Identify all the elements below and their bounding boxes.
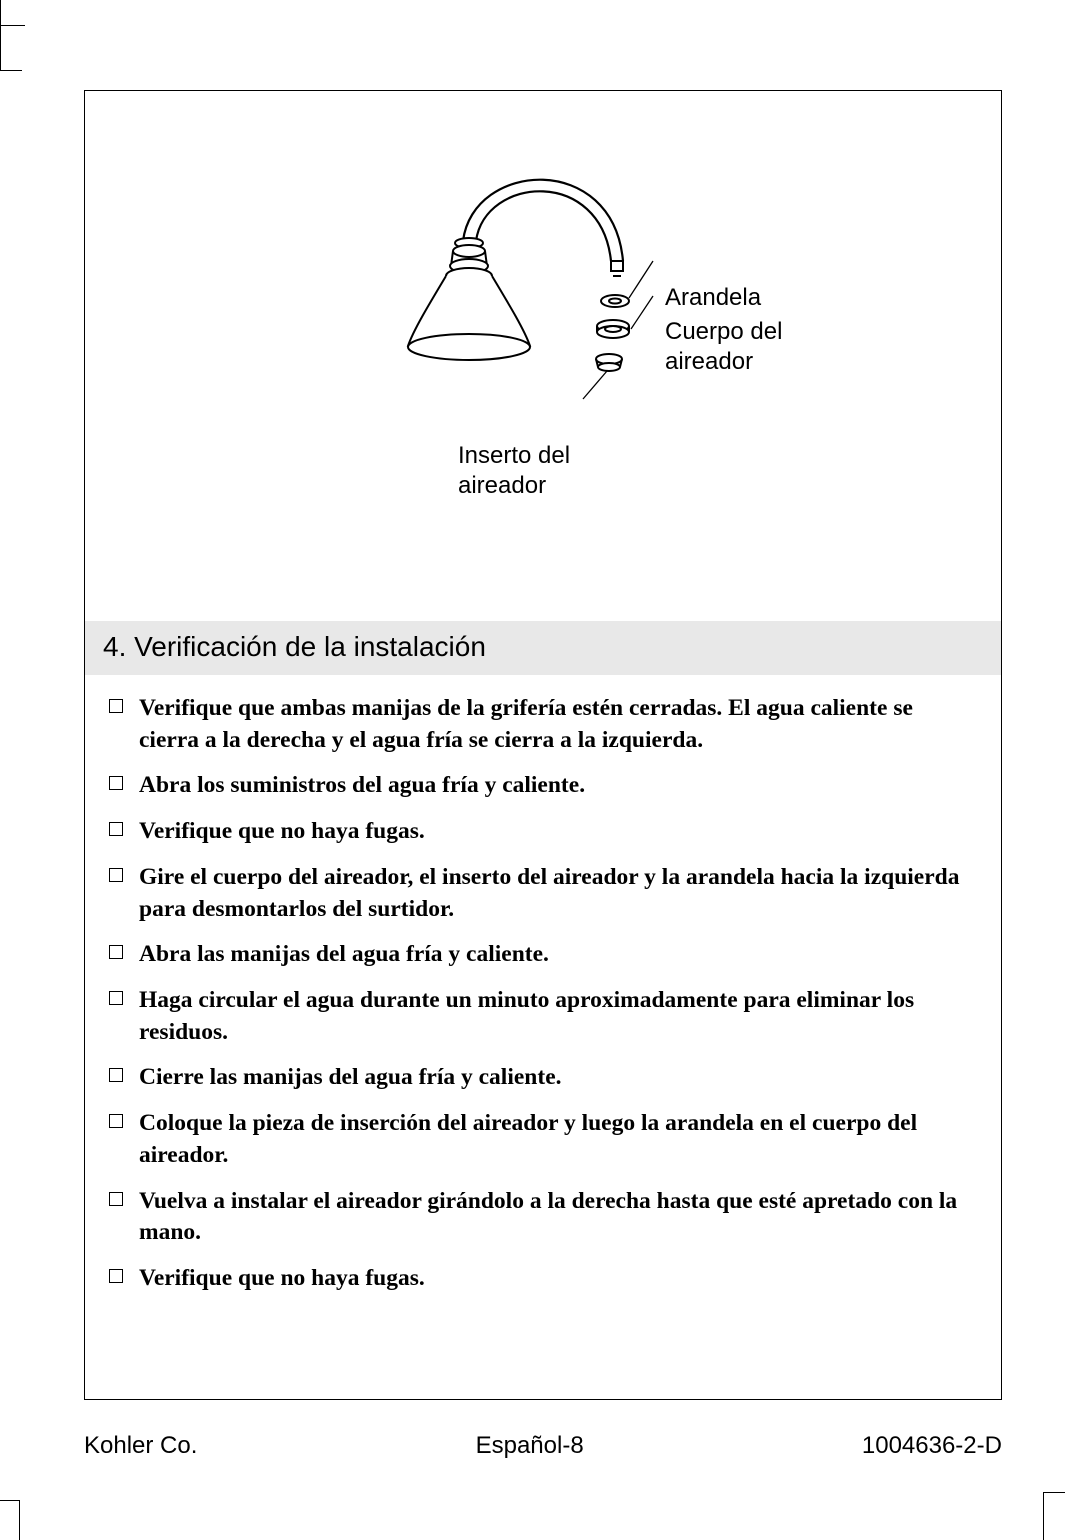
checkbox-icon	[109, 1114, 123, 1128]
checklist-item: Verifique que no haya fugas.	[109, 1263, 977, 1295]
crop-mark	[1043, 1492, 1065, 1493]
checklist-item: Coloque la pieza de inserción del airead…	[109, 1108, 977, 1171]
checklist-text: Abra los suministros del agua fría y cal…	[139, 770, 585, 802]
crop-mark	[0, 26, 1, 70]
checklist-item: Haga circular el agua durante un minuto …	[109, 985, 977, 1048]
crop-mark	[0, 25, 25, 26]
checklist-item: Verifique que no haya fugas.	[109, 816, 977, 848]
section-header: 4. Verificación de la instalación	[85, 621, 1001, 675]
crop-mark	[19, 1500, 20, 1540]
section-number: 4.	[103, 631, 126, 662]
checklist-text: Verifique que no haya fugas.	[139, 816, 425, 848]
checklist-item: Vuelva a instalar el aireador girándolo …	[109, 1186, 977, 1249]
checkbox-icon	[109, 699, 123, 713]
checklist-text: Gire el cuerpo del aireador, el inserto …	[139, 862, 977, 925]
label-inserto: Inserto del aireador	[458, 441, 570, 501]
checklist-item: Abra las manijas del agua fría y calient…	[109, 939, 977, 971]
label-arandela: Arandela	[665, 283, 761, 313]
checklist-text: Abra las manijas del agua fría y calient…	[139, 939, 549, 971]
label-cuerpo: Cuerpo del aireador	[665, 317, 782, 377]
crop-mark	[1043, 1492, 1044, 1540]
crop-mark	[0, 0, 1, 25]
checklist-text: Coloque la pieza de inserción del airead…	[139, 1108, 977, 1171]
checklist-item: Abra los suministros del agua fría y cal…	[109, 770, 977, 802]
checklist-item: Gire el cuerpo del aireador, el inserto …	[109, 862, 977, 925]
checklist-text: Verifique que ambas manijas de la grifer…	[139, 693, 977, 756]
crop-mark	[0, 1500, 19, 1501]
checkbox-icon	[109, 776, 123, 790]
checkbox-icon	[109, 868, 123, 882]
footer-center: Español-8	[476, 1432, 584, 1460]
crop-mark	[0, 70, 22, 71]
checkbox-icon	[109, 1269, 123, 1283]
checklist-item: Verifique que ambas manijas de la grifer…	[109, 693, 977, 756]
checkbox-icon	[109, 991, 123, 1005]
checklist-text: Cierre las manijas del agua fría y calie…	[139, 1062, 562, 1094]
checklist-text: Haga circular el agua durante un minuto …	[139, 985, 977, 1048]
checkbox-icon	[109, 1192, 123, 1206]
footer-right: 1004636-2-D	[862, 1432, 1002, 1460]
footer-left: Kohler Co.	[84, 1432, 197, 1460]
checklist-item: Cierre las manijas del agua fría y calie…	[109, 1062, 977, 1094]
checkbox-icon	[109, 822, 123, 836]
faucet-diagram: Arandela Cuerpo del aireador Inserto del…	[85, 131, 1001, 571]
page-frame: Arandela Cuerpo del aireador Inserto del…	[84, 90, 1002, 1400]
checklist-text: Vuelva a instalar el aireador girándolo …	[139, 1186, 977, 1249]
checklist-text: Verifique que no haya fugas.	[139, 1263, 425, 1295]
checklist: Verifique que ambas manijas de la grifer…	[85, 675, 1001, 1295]
checkbox-icon	[109, 1068, 123, 1082]
page-footer: Kohler Co. Español-8 1004636-2-D	[84, 1432, 1002, 1460]
section-title: Verificación de la instalación	[134, 631, 486, 662]
checkbox-icon	[109, 945, 123, 959]
